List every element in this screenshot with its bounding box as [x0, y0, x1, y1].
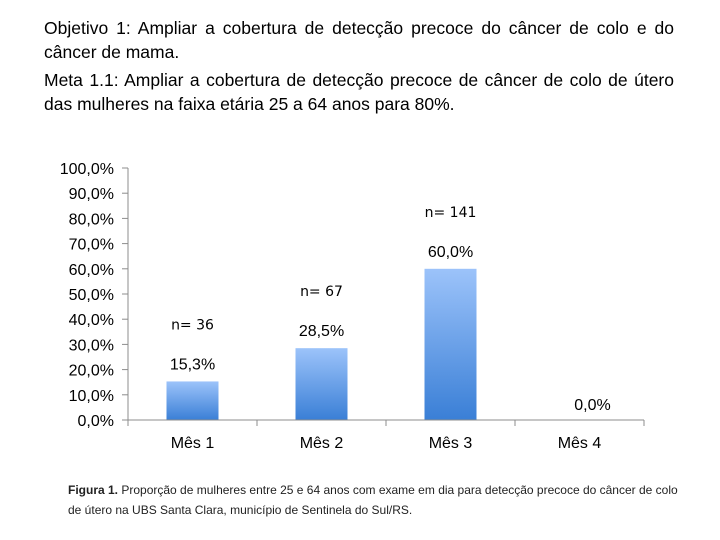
y-tick-label: 0,0%	[78, 413, 114, 430]
y-tick-label: 20,0%	[69, 363, 114, 380]
y-tick-label: 100,0%	[60, 161, 114, 178]
y-tick-label: 40,0%	[69, 312, 114, 329]
x-tick-label: Mês 2	[300, 435, 344, 452]
bar	[166, 381, 219, 420]
data-label: 0,0%	[574, 397, 610, 414]
y-axis: 0,0% 10,0% 20,0% 30,0% 40,0% 50,0% 60,0% 70,0% 8…	[60, 161, 129, 430]
bars: 15,3% n= 36 28,5% n= 67 60,0% n= 141 0,0%	[166, 205, 611, 420]
data-label: 60,0%	[428, 244, 473, 261]
n-label: n= 67	[300, 284, 343, 300]
n-label: n= 36	[171, 317, 214, 333]
caption-label: Figura 1.	[68, 483, 119, 497]
y-tick-label: 50,0%	[69, 287, 114, 304]
y-tick-label: 70,0%	[69, 237, 114, 254]
header: Objetivo 1: Ampliar a cobertura de detec…	[44, 16, 674, 116]
x-tick-label: Mês 1	[171, 435, 215, 452]
x-tick-label: Mês 3	[429, 435, 473, 452]
x-axis: Mês 1 Mês 2 Mês 3 Mês 4	[127, 419, 645, 452]
x-tick-label: Mês 4	[558, 435, 602, 452]
bar	[295, 348, 348, 420]
caption-text: Proporção de mulheres entre 25 e 64 anos…	[68, 483, 678, 517]
y-tick-label: 90,0%	[69, 186, 114, 203]
data-label: 15,3%	[170, 356, 215, 373]
n-label: n= 141	[425, 205, 477, 221]
y-tick-label: 60,0%	[69, 262, 114, 279]
data-label: 28,5%	[299, 323, 344, 340]
figure-caption: Figura 1. Proporção de mulheres entre 25…	[68, 480, 678, 520]
y-tick-label: 30,0%	[69, 337, 114, 354]
bar	[424, 268, 477, 420]
y-tick-label: 80,0%	[69, 211, 114, 228]
objective-text: Objetivo 1: Ampliar a cobertura de detec…	[44, 18, 674, 62]
goal-text: Meta 1.1: Ampliar a cobertura de detecçã…	[44, 70, 674, 114]
y-tick-label: 10,0%	[69, 388, 114, 405]
